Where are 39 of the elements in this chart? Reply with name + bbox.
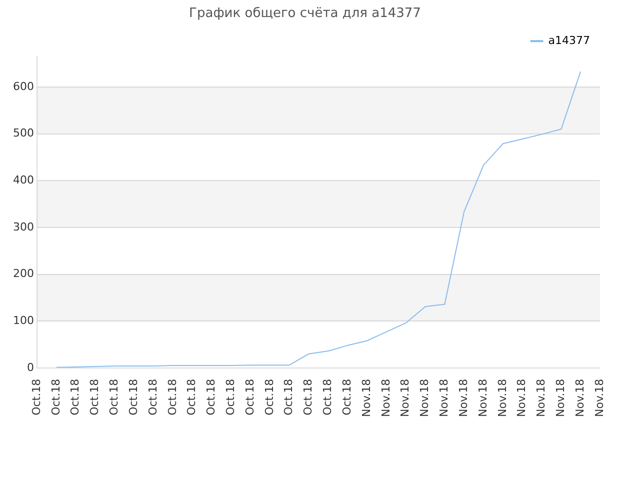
x-tick-label: Oct.18 xyxy=(185,378,198,416)
x-tick-label: Nov.18 xyxy=(456,378,470,417)
x-tick-label: Nov.18 xyxy=(398,378,412,417)
y-tick-label: 400 xyxy=(12,174,34,187)
x-tick-label: Oct.18 xyxy=(126,378,140,416)
x-tick-label: Nov.18 xyxy=(534,378,548,417)
x-tick-label: Nov.18 xyxy=(476,378,490,417)
x-tick-label: Oct.18 xyxy=(68,378,82,416)
x-tick-label: Nov.18 xyxy=(515,378,528,417)
x-tick-label: Nov.18 xyxy=(592,378,606,417)
x-tick-label: Oct.18 xyxy=(30,378,43,416)
x-tick-label: Nov.18 xyxy=(418,378,432,417)
x-tick-label: Oct.18 xyxy=(321,378,334,416)
legend-label: a14377 xyxy=(548,34,590,47)
x-tick-label: Oct.18 xyxy=(88,378,102,416)
x-tick-label: Oct.18 xyxy=(340,378,354,416)
x-tick-label: Nov.18 xyxy=(360,378,373,417)
y-tick-label: 300 xyxy=(12,220,34,234)
y-tick-label: 200 xyxy=(12,267,34,280)
x-tick-label: Oct.18 xyxy=(108,378,121,416)
x-tick-label: Oct.18 xyxy=(262,378,276,416)
x-tick-label: Nov.18 xyxy=(438,378,451,417)
y-tick-label: 0 xyxy=(26,360,34,374)
x-tick-label: Oct.18 xyxy=(146,378,160,416)
x-tick-label: Oct.18 xyxy=(49,378,62,416)
x-tick-label: Nov.18 xyxy=(554,378,568,417)
chart-title: График общего счёта для a14377 xyxy=(189,6,421,22)
x-tick-label: Oct.18 xyxy=(224,378,237,416)
x-tick-label: Oct.18 xyxy=(166,378,179,416)
x-tick-label: Oct.18 xyxy=(204,378,218,416)
x-tick-label: Oct.18 xyxy=(243,378,256,416)
y-tick-label: 600 xyxy=(12,80,34,93)
x-tick-label: Nov.18 xyxy=(496,378,509,417)
x-tick-label: Oct.18 xyxy=(282,378,296,416)
x-tick-label: Nov.18 xyxy=(379,378,392,417)
x-tick-label: Nov.18 xyxy=(573,378,586,417)
y-tick-label: 500 xyxy=(12,126,34,140)
x-tick-label: Oct.18 xyxy=(302,378,315,416)
y-tick-label: 100 xyxy=(12,314,34,327)
